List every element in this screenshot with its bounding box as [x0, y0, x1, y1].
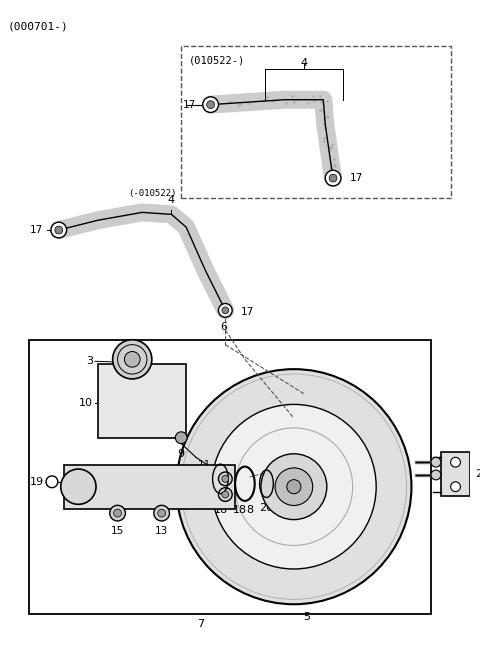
Text: 17: 17 — [183, 100, 196, 109]
Text: 7: 7 — [197, 619, 204, 629]
Text: 9: 9 — [178, 449, 185, 459]
Bar — [441, 453, 470, 496]
Circle shape — [110, 505, 125, 521]
Bar — [64, 465, 235, 509]
Text: 17: 17 — [30, 225, 43, 235]
Circle shape — [218, 472, 232, 486]
Text: 13: 13 — [155, 526, 168, 536]
Circle shape — [261, 454, 327, 519]
Text: 5: 5 — [304, 612, 311, 622]
Text: 4: 4 — [168, 195, 175, 204]
Text: 17: 17 — [350, 173, 363, 183]
Circle shape — [222, 491, 229, 498]
Circle shape — [431, 457, 441, 467]
Circle shape — [175, 432, 187, 443]
Text: 1: 1 — [446, 470, 453, 480]
Circle shape — [154, 505, 169, 521]
Circle shape — [275, 468, 312, 506]
Text: 18: 18 — [233, 505, 247, 515]
Text: 16: 16 — [214, 505, 228, 515]
Circle shape — [431, 470, 441, 480]
Text: 15: 15 — [111, 526, 124, 536]
Text: (010522-): (010522-) — [189, 56, 245, 66]
Bar — [98, 364, 186, 438]
Text: (-010522): (-010522) — [128, 189, 176, 198]
Text: 11: 11 — [197, 460, 211, 470]
Circle shape — [287, 479, 301, 494]
Circle shape — [451, 457, 460, 467]
Text: 14: 14 — [446, 457, 460, 467]
Text: 19: 19 — [30, 477, 44, 487]
Circle shape — [51, 222, 67, 238]
Bar — [181, 46, 451, 198]
Circle shape — [46, 476, 58, 488]
Text: 3: 3 — [86, 356, 93, 366]
Circle shape — [114, 509, 121, 517]
Circle shape — [222, 476, 229, 482]
Bar — [29, 340, 431, 614]
Text: 11: 11 — [197, 472, 211, 482]
Circle shape — [325, 170, 341, 186]
Circle shape — [218, 488, 232, 501]
Text: 17: 17 — [241, 307, 254, 317]
Circle shape — [218, 303, 232, 317]
Circle shape — [55, 226, 63, 234]
Circle shape — [158, 509, 166, 517]
Text: (000701-): (000701-) — [8, 22, 69, 31]
Circle shape — [203, 97, 218, 113]
Circle shape — [113, 340, 152, 379]
Text: 6: 6 — [220, 322, 227, 332]
Circle shape — [222, 307, 229, 314]
Text: 20: 20 — [259, 503, 274, 514]
Circle shape — [329, 174, 337, 182]
Circle shape — [451, 482, 460, 492]
Circle shape — [176, 369, 411, 605]
Circle shape — [207, 101, 215, 109]
Text: 2: 2 — [475, 469, 480, 479]
Circle shape — [212, 404, 376, 569]
Text: 10: 10 — [79, 398, 93, 409]
Text: 4: 4 — [300, 58, 307, 69]
Circle shape — [124, 352, 140, 367]
Circle shape — [61, 469, 96, 504]
Text: 8: 8 — [246, 505, 253, 515]
